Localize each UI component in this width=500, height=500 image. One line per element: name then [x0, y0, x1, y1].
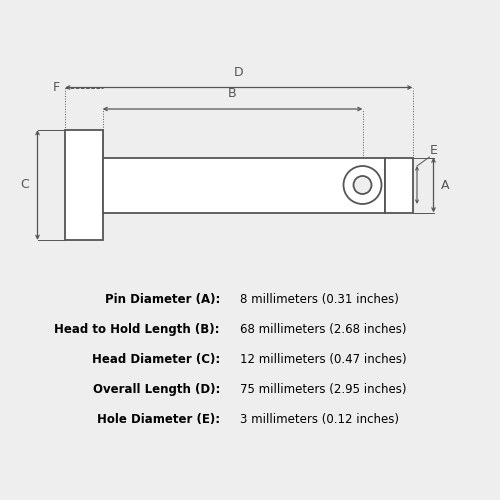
Text: F: F: [53, 81, 60, 94]
Bar: [102, 158, 385, 212]
Text: 12 millimeters (0.47 inches): 12 millimeters (0.47 inches): [240, 354, 406, 366]
Text: 68 millimeters (2.68 inches): 68 millimeters (2.68 inches): [240, 324, 406, 336]
Circle shape: [344, 166, 382, 204]
Circle shape: [354, 176, 372, 194]
Text: E: E: [430, 144, 438, 157]
Text: A: A: [441, 178, 450, 192]
Text: 75 millimeters (2.95 inches): 75 millimeters (2.95 inches): [240, 384, 406, 396]
Text: B: B: [228, 87, 237, 100]
Text: 8 millimeters (0.31 inches): 8 millimeters (0.31 inches): [240, 294, 399, 306]
Text: Head to Hold Length (B):: Head to Hold Length (B):: [54, 324, 220, 336]
Text: Overall Length (D):: Overall Length (D):: [92, 384, 220, 396]
Bar: [65, 130, 102, 240]
Text: Hole Diameter (E):: Hole Diameter (E):: [97, 414, 220, 426]
Text: Pin Diameter (A):: Pin Diameter (A):: [104, 294, 220, 306]
Text: D: D: [234, 66, 243, 78]
Bar: [385, 158, 412, 212]
Text: C: C: [20, 178, 28, 192]
Text: 3 millimeters (0.12 inches): 3 millimeters (0.12 inches): [240, 414, 399, 426]
Text: Head Diameter (C):: Head Diameter (C):: [92, 354, 220, 366]
